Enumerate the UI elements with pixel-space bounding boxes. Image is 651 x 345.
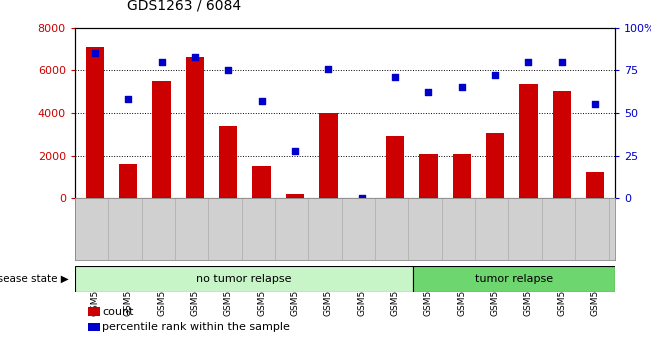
Point [523,59,534,65]
Bar [119,164,137,198]
Point [390,75,400,80]
Text: no tumor relapse: no tumor relapse [196,274,292,284]
Bar [486,133,505,198]
Bar [553,91,571,198]
Bar [413,266,615,292]
Point [590,102,600,107]
Point [123,97,133,102]
Point [189,54,200,59]
Point [323,66,333,71]
Bar [519,84,538,198]
Bar [386,137,404,198]
Point [423,90,434,95]
Bar [586,172,604,198]
Text: tumor relapse: tumor relapse [475,274,553,284]
Bar [319,113,337,198]
Text: disease state ▶: disease state ▶ [0,274,68,284]
Point [557,59,567,65]
Bar [419,154,437,198]
Point [357,196,367,201]
Bar [253,166,271,198]
Point [456,85,467,90]
Point [256,98,267,104]
Point [90,50,100,56]
Point [490,73,501,78]
Bar [75,266,413,292]
Point [223,68,234,73]
Bar [152,81,171,198]
Bar [452,154,471,198]
Point [290,148,300,153]
Text: percentile rank within the sample: percentile rank within the sample [102,322,290,332]
Bar [286,194,304,198]
Bar [186,58,204,198]
Bar [219,126,238,198]
Bar [86,47,104,198]
Point [156,59,167,65]
Text: GDS1263 / 6084: GDS1263 / 6084 [127,0,241,12]
Text: count: count [102,307,133,317]
